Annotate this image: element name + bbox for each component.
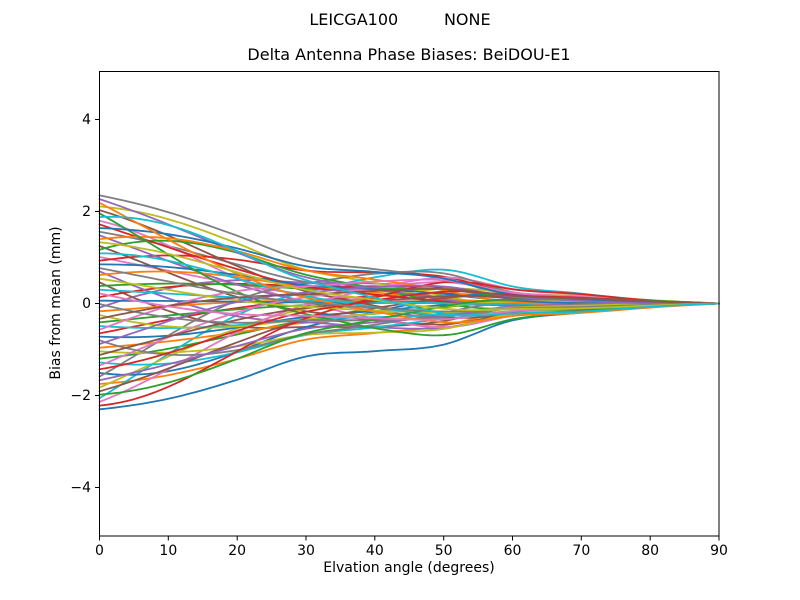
series-line xyxy=(98,288,720,320)
x-tick-label: 20 xyxy=(228,543,247,559)
x-tick-label: 70 xyxy=(572,543,591,559)
series-line xyxy=(98,267,720,313)
series-line xyxy=(98,215,720,317)
x-tick-label: 30 xyxy=(297,543,315,559)
x-tick-label: 50 xyxy=(434,543,453,559)
x-axis-label: Elvation angle (degrees) xyxy=(323,560,495,576)
y-tick-label: −4 xyxy=(70,479,91,496)
x-tick-label: 90 xyxy=(710,543,728,559)
x-tick-label: 0 xyxy=(95,543,104,559)
x-tick-label: 80 xyxy=(641,543,660,559)
y-tick-label: 0 xyxy=(82,295,91,312)
y-tick-label: 4 xyxy=(82,111,91,128)
figure-suptitle: LEICGA100 NONE xyxy=(309,10,491,29)
x-tick-label: 40 xyxy=(365,543,384,559)
x-tick-label: 10 xyxy=(159,543,178,559)
y-axis-label-text: Bias from mean (mm) xyxy=(47,226,64,380)
series-line xyxy=(98,241,720,311)
y-tick-label: 2 xyxy=(82,203,91,220)
y-tick-label: −2 xyxy=(70,387,91,404)
x-tick-label: 60 xyxy=(503,543,522,559)
y-axis-ticks xyxy=(95,119,100,488)
series-line xyxy=(98,201,720,324)
chart-title: Delta Antenna Phase Biases: BeiDOU-E1 xyxy=(247,45,571,64)
x-axis-ticks xyxy=(99,536,720,541)
